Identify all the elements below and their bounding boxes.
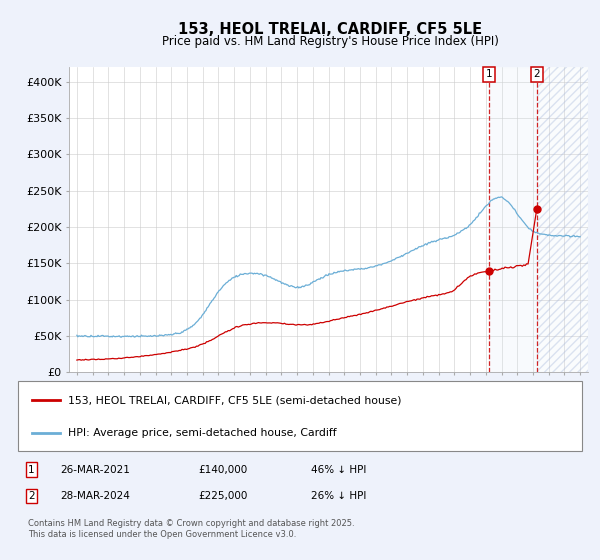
Text: £140,000: £140,000 [199, 465, 248, 475]
Text: 1: 1 [28, 465, 35, 475]
Text: 26% ↓ HPI: 26% ↓ HPI [311, 491, 367, 501]
Text: 2: 2 [533, 69, 540, 80]
Text: 153, HEOL TRELAI, CARDIFF, CF5 5LE (semi-detached house): 153, HEOL TRELAI, CARDIFF, CF5 5LE (semi… [68, 395, 401, 405]
Text: 46% ↓ HPI: 46% ↓ HPI [311, 465, 367, 475]
Text: Contains HM Land Registry data © Crown copyright and database right 2025.
This d: Contains HM Land Registry data © Crown c… [28, 519, 355, 539]
Text: HPI: Average price, semi-detached house, Cardiff: HPI: Average price, semi-detached house,… [68, 428, 336, 438]
Text: 1: 1 [486, 69, 493, 80]
Text: 26-MAR-2021: 26-MAR-2021 [60, 465, 130, 475]
Bar [537, 67, 588, 372]
Text: 2: 2 [28, 491, 35, 501]
Text: 153, HEOL TRELAI, CARDIFF, CF5 5LE: 153, HEOL TRELAI, CARDIFF, CF5 5LE [178, 22, 482, 38]
Bar [490, 67, 537, 372]
FancyBboxPatch shape [18, 381, 582, 451]
Text: £225,000: £225,000 [199, 491, 248, 501]
Text: Price paid vs. HM Land Registry's House Price Index (HPI): Price paid vs. HM Land Registry's House … [161, 35, 499, 48]
Bar [537, 67, 588, 372]
Text: 28-MAR-2024: 28-MAR-2024 [60, 491, 130, 501]
